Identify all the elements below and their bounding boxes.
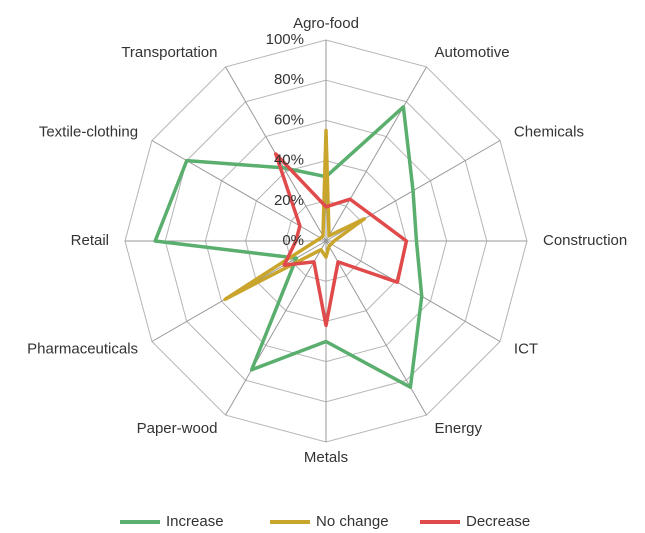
category-label: Transportation <box>121 44 217 61</box>
spoke <box>325 240 501 342</box>
category-label: Paper-wood <box>137 420 218 437</box>
spoke <box>325 240 427 416</box>
category-label: Pharmaceuticals <box>27 340 138 357</box>
category-label: Chemicals <box>514 123 584 140</box>
category-label: Energy <box>435 420 483 437</box>
y-tick-label: 20% <box>274 192 304 209</box>
spoke <box>225 240 327 416</box>
legend-label: Increase <box>166 513 224 530</box>
spoke <box>325 66 427 242</box>
y-tick-label: 60% <box>274 111 304 128</box>
y-tick-label: 80% <box>274 71 304 88</box>
category-label: Textile-clothing <box>39 123 138 140</box>
series-line <box>274 152 409 328</box>
category-label: Metals <box>304 449 348 466</box>
y-tick-label: 100% <box>266 31 304 48</box>
y-tick-label: 0% <box>282 232 304 249</box>
series-line <box>153 105 424 389</box>
series-line <box>223 128 367 302</box>
legend-label: No change <box>316 513 389 530</box>
category-label: Construction <box>543 232 627 249</box>
category-label: Automotive <box>435 44 510 61</box>
category-label: Retail <box>71 232 109 249</box>
category-label: ICT <box>514 340 538 357</box>
legend-label: Decrease <box>466 513 530 530</box>
y-tick-label: 40% <box>274 152 304 169</box>
category-label: Agro-food <box>293 15 359 32</box>
spoke <box>151 140 327 242</box>
